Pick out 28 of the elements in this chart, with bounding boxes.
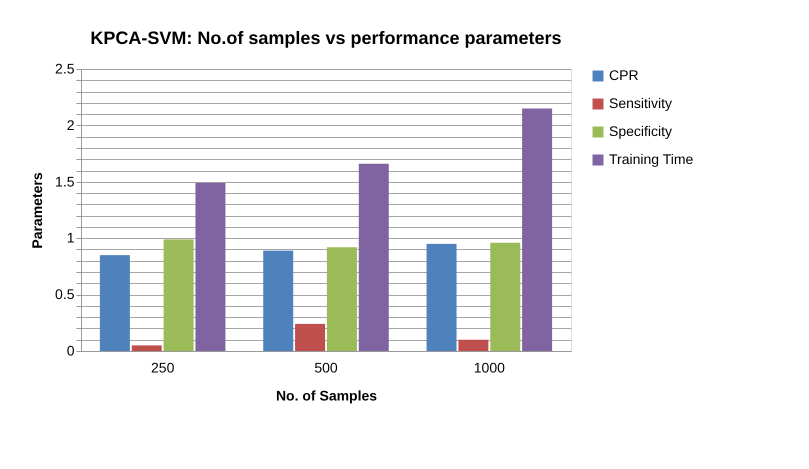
bar	[164, 239, 194, 351]
legend-label: Sensitivity	[609, 95, 672, 111]
bar	[295, 324, 326, 351]
bar	[195, 182, 226, 351]
legend-label: Specificity	[609, 123, 672, 139]
y-tick-label: 2.5	[55, 60, 75, 76]
y-tick-label: 1	[66, 230, 75, 246]
y-tick-label: 0	[66, 342, 75, 358]
x-axis-title: No. of Samples	[276, 388, 378, 404]
bar	[132, 345, 162, 351]
bar	[522, 108, 552, 351]
y-axis-title: Parameters	[29, 172, 46, 249]
bar	[326, 247, 357, 351]
x-tick-label: 500	[314, 360, 338, 376]
x-tick-label: 250	[150, 360, 175, 376]
legend-label: Training Time	[609, 151, 694, 167]
legend-label: CPR	[609, 67, 639, 83]
bar	[100, 255, 130, 351]
y-tick-label: 0.5	[55, 286, 75, 302]
x-tick-label: 1000	[474, 360, 506, 376]
chart-title: KPCA-SVM: No.of samples vs performance parameters	[90, 28, 562, 48]
bar	[490, 242, 520, 351]
bar	[426, 244, 457, 351]
bar	[458, 340, 488, 351]
bar	[263, 250, 294, 351]
y-tick-label: 1.5	[55, 173, 75, 190]
y-tick-label: 2	[66, 116, 75, 133]
bar	[358, 164, 389, 351]
